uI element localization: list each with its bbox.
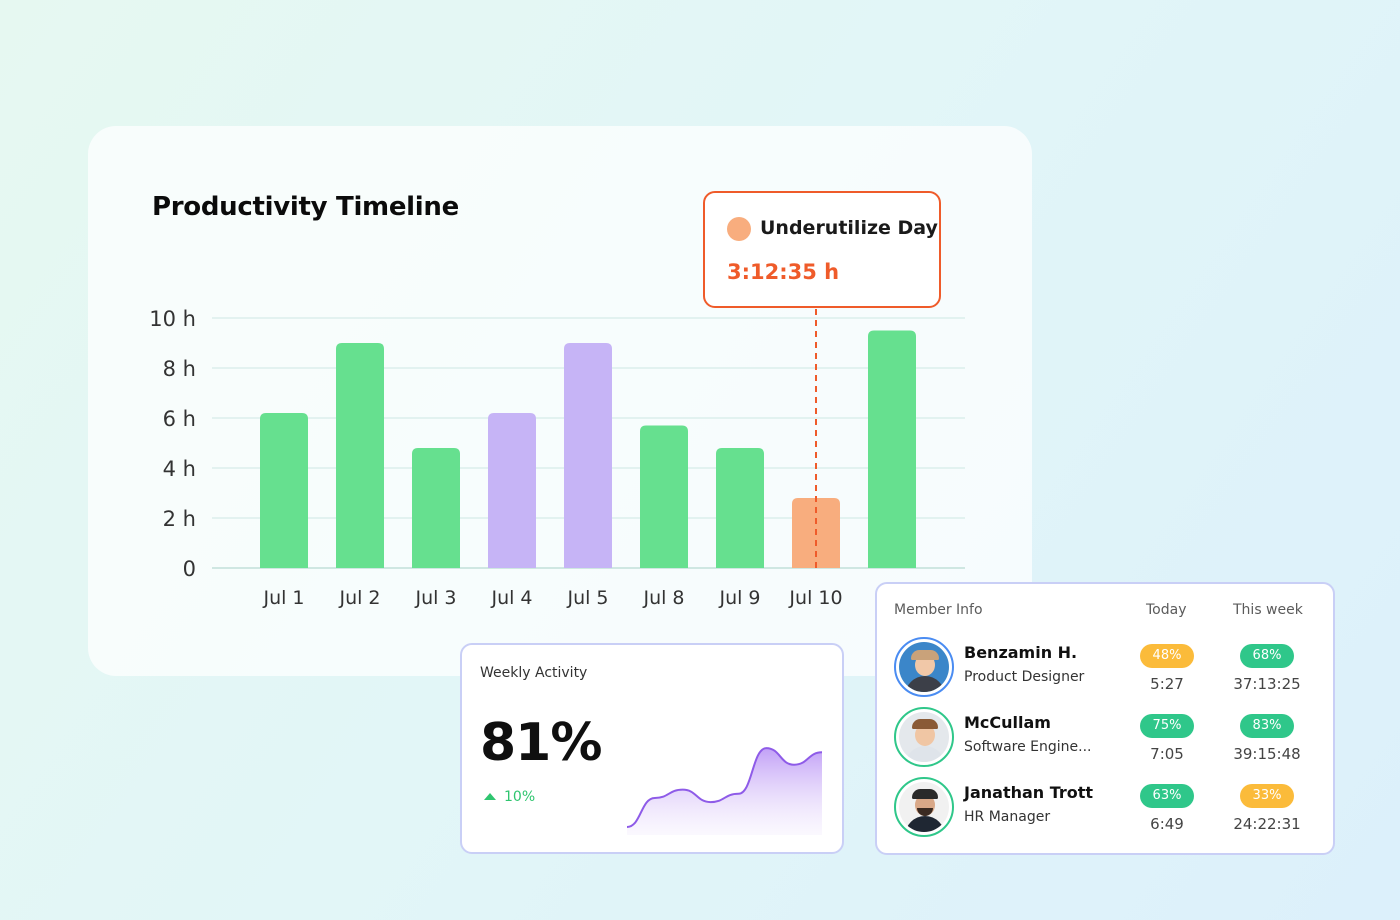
member-name: McCullam xyxy=(964,713,1051,732)
underutilize-tooltip: Underutilize Day 3:12:35 h xyxy=(703,191,941,308)
bar xyxy=(716,448,764,568)
member-role: Software Engine... xyxy=(964,739,1092,755)
weekly-activity-card: Weekly Activity 81% 10% xyxy=(460,643,844,854)
avatar xyxy=(894,777,954,837)
tooltip-value: 3:12:35 h xyxy=(727,260,840,284)
week-percent-badge: 83% xyxy=(1240,714,1294,738)
x-tick-label: Jul 10 xyxy=(788,587,842,609)
today-percent-badge: 48% xyxy=(1140,644,1194,668)
tooltip-label: Underutilize Day xyxy=(760,217,938,239)
y-tick-label: 6 h xyxy=(163,407,196,431)
today-percent-badge: 63% xyxy=(1140,784,1194,808)
member-info-card: Member Info Today This week Benzamin H. … xyxy=(875,582,1335,855)
weekly-change-value: 10% xyxy=(504,789,536,805)
weekly-activity-title: Weekly Activity xyxy=(480,665,588,681)
today-time: 6:49 xyxy=(1150,815,1184,833)
avatar xyxy=(894,637,954,697)
x-tick-label: Jul 9 xyxy=(718,587,760,609)
y-tick-label: 4 h xyxy=(163,457,196,481)
week-time: 39:15:48 xyxy=(1233,745,1301,763)
member-photo-icon xyxy=(899,712,949,762)
y-tick-label: 10 h xyxy=(149,307,196,331)
member-role: HR Manager xyxy=(964,809,1051,825)
bar xyxy=(564,343,612,568)
member-row[interactable]: Janathan Trott HR Manager 63% 6:49 33% 2… xyxy=(877,777,1333,841)
bar xyxy=(412,448,460,568)
week-time: 37:13:25 xyxy=(1233,675,1301,693)
member-name: Janathan Trott xyxy=(964,783,1094,802)
x-tick-label: Jul 2 xyxy=(338,587,380,609)
this-week-header: This week xyxy=(1233,602,1303,618)
bar xyxy=(488,413,536,568)
x-tick-label: Jul 8 xyxy=(642,587,684,609)
weekly-activity-value: 81% xyxy=(480,713,602,773)
y-tick-label: 8 h xyxy=(163,357,196,381)
week-percent-badge: 33% xyxy=(1240,784,1294,808)
y-tick-label: 2 h xyxy=(163,507,196,531)
x-tick-label: Jul 4 xyxy=(490,587,532,609)
member-name: Benzamin H. xyxy=(964,643,1078,662)
x-tick-label: Jul 1 xyxy=(262,587,304,609)
avatar xyxy=(894,707,954,767)
bar xyxy=(640,425,688,568)
week-time: 24:22:31 xyxy=(1233,815,1301,833)
weekly-area-fill xyxy=(627,748,822,835)
today-header: Today xyxy=(1146,602,1187,618)
member-row[interactable]: Benzamin H. Product Designer 48% 5:27 68… xyxy=(877,637,1333,701)
chart-title: Productivity Timeline xyxy=(152,192,459,222)
arrow-up-icon xyxy=(484,793,496,800)
y-tick-label: 0 xyxy=(183,557,196,581)
member-photo-icon xyxy=(899,782,949,832)
member-photo-icon xyxy=(899,642,949,692)
member-info-header: Member Info xyxy=(894,602,983,618)
x-tick-label: Jul 3 xyxy=(414,587,456,609)
today-time: 7:05 xyxy=(1150,745,1184,763)
member-role: Product Designer xyxy=(964,669,1085,685)
underutilize-dot-icon xyxy=(727,217,751,241)
bar xyxy=(260,413,308,568)
bar xyxy=(868,330,916,568)
weekly-activity-graph xyxy=(626,747,823,835)
weekly-activity-change: 10% xyxy=(484,789,535,805)
week-percent-badge: 68% xyxy=(1240,644,1294,668)
x-tick-label: Jul 5 xyxy=(566,587,608,609)
today-percent-badge: 75% xyxy=(1140,714,1194,738)
member-row[interactable]: McCullam Software Engine... 75% 7:05 83%… xyxy=(877,707,1333,771)
bar xyxy=(336,343,384,568)
weekly-trend-line xyxy=(626,747,823,828)
today-time: 5:27 xyxy=(1150,675,1184,693)
